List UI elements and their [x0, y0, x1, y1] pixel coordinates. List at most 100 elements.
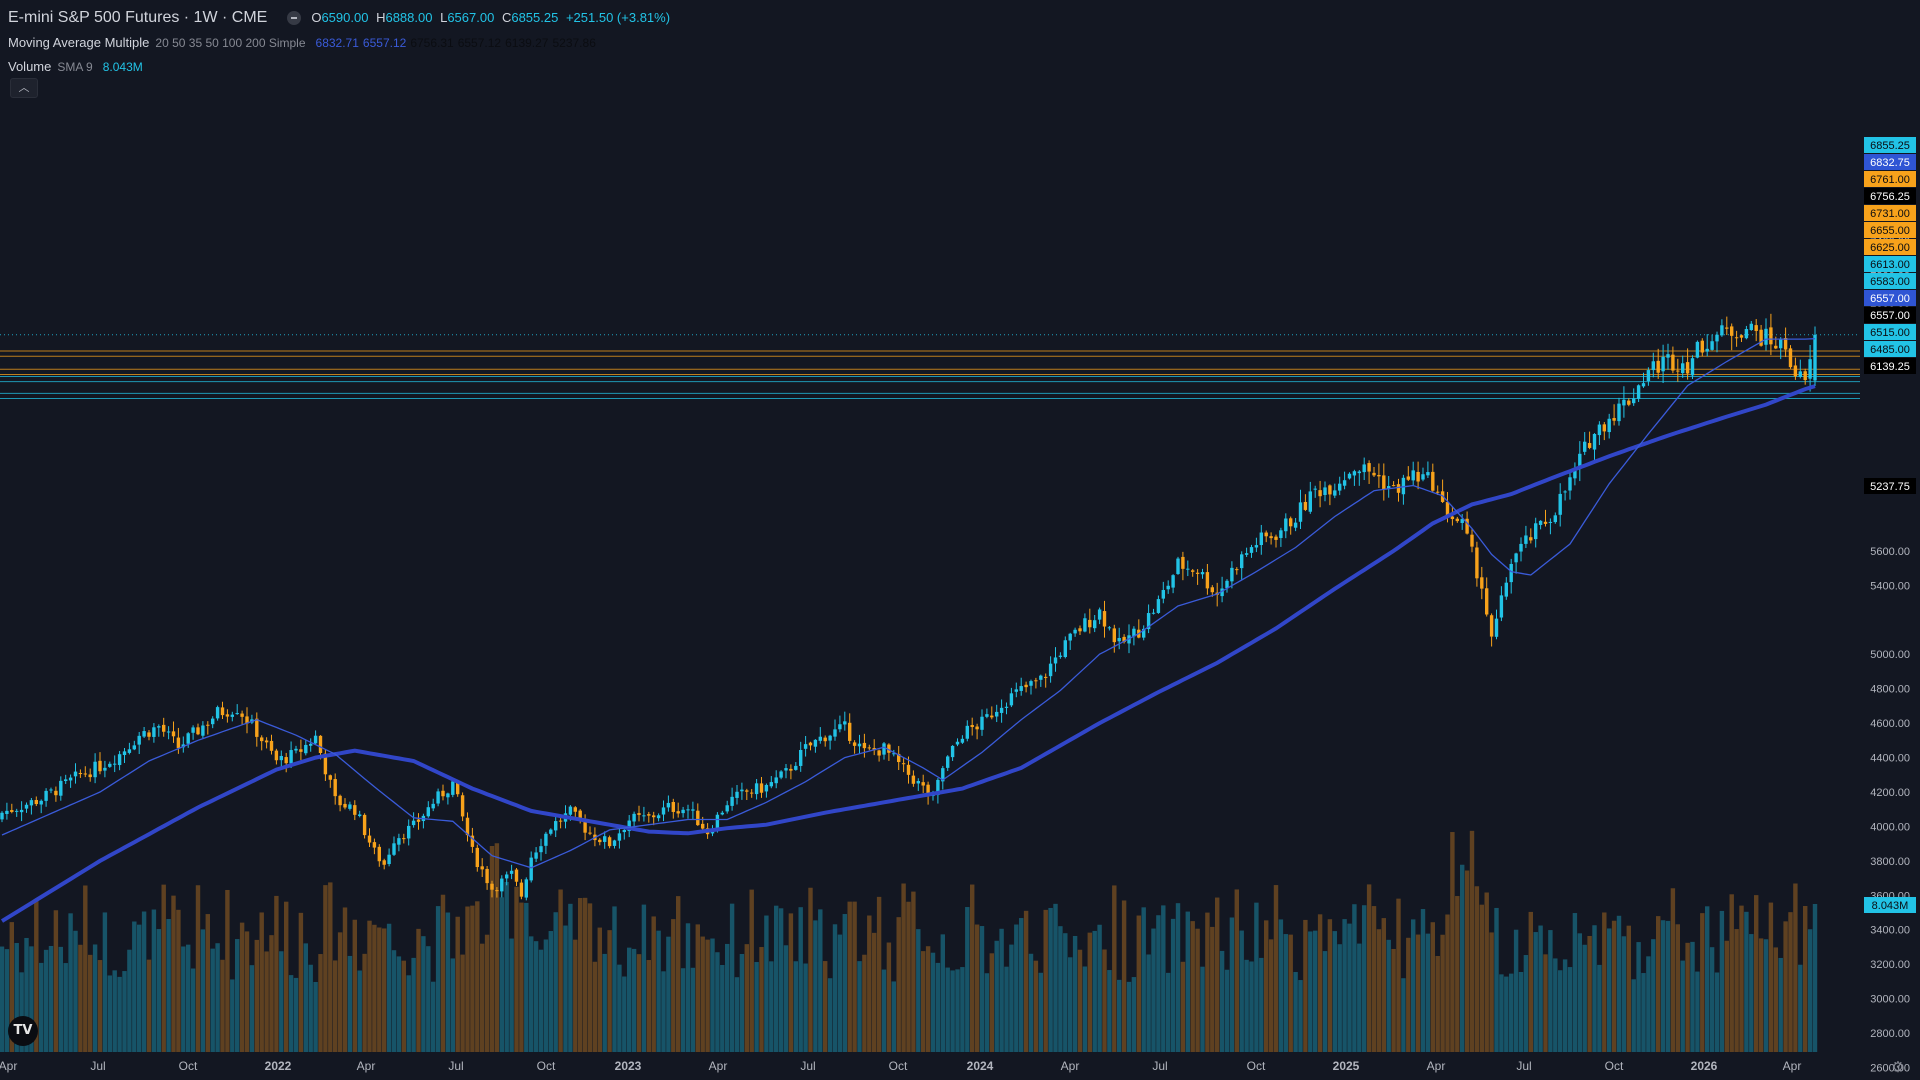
moving-averages: [0, 338, 1816, 923]
volume-bar: [1440, 934, 1445, 1052]
x-tick-label: Oct: [537, 1059, 556, 1073]
candle-body: [269, 740, 274, 751]
tradingview-logo-icon[interactable]: TV: [8, 1016, 38, 1046]
candle-body: [1563, 491, 1567, 493]
volume-indicator-name: Volume: [8, 59, 52, 74]
candle-body: [558, 820, 563, 822]
candle-body: [1710, 341, 1714, 350]
candle-body: [1548, 521, 1553, 523]
volume-bar: [1205, 912, 1210, 1052]
volume-bar: [695, 924, 700, 1052]
candle-body: [1416, 471, 1420, 482]
candle-body: [44, 790, 48, 801]
candle-body: [607, 837, 612, 847]
ohlc-high-key: H: [376, 10, 386, 25]
volume-bar: [1513, 929, 1519, 1052]
volume-bar: [930, 952, 936, 1052]
price-axis[interactable]: 7400.007200.007000.005600.005400.005000.…: [1870, 236, 1910, 1075]
volume-bar: [1141, 907, 1146, 1052]
candle-body: [215, 707, 220, 719]
candle-body: [1592, 433, 1597, 450]
candle-body: [1499, 595, 1504, 618]
volume-bar: [891, 981, 896, 1052]
x-tick-label: Oct: [179, 1059, 198, 1073]
candle-body: [652, 815, 656, 818]
chevron-up-icon[interactable]: ︿: [10, 78, 38, 98]
price-tag-label: 6761.00: [1870, 174, 1910, 186]
volume-bar: [249, 965, 255, 1052]
candle-body: [377, 846, 381, 862]
volume-bar: [1053, 903, 1058, 1052]
volume-bar: [1175, 903, 1181, 1052]
volume-bar: [181, 946, 186, 1052]
candle-body: [54, 790, 58, 796]
volume-bar: [1518, 971, 1524, 1052]
candle-body: [1759, 329, 1763, 346]
volume-bar: [808, 887, 813, 1052]
candle-body: [916, 781, 920, 784]
volume-bar: [636, 954, 642, 1052]
volume-bar: [867, 915, 872, 1052]
volume-bar: [876, 896, 882, 1052]
candle-body: [1426, 472, 1430, 476]
volume-bar: [984, 973, 990, 1052]
volume-bar: [1161, 905, 1166, 1052]
volume-bar: [342, 907, 348, 1052]
time-axis[interactable]: Apr Jul Oct 2022 Apr Jul Oct 2023 Apr Jul Oct 2024 A…: [0, 1059, 1801, 1073]
candle-body: [122, 751, 127, 756]
volume-bar: [235, 939, 240, 1052]
candle-body: [1068, 633, 1072, 641]
market-status-icon[interactable]: [287, 11, 302, 25]
candle-body: [1313, 488, 1317, 490]
candle-body: [1798, 371, 1802, 377]
candle-body: [1328, 485, 1332, 495]
ma-value-1: 6557.12: [362, 36, 407, 50]
volume-bar: [509, 938, 514, 1052]
candle-body: [343, 803, 347, 808]
candle-body: [1235, 569, 1239, 571]
candle-body: [411, 820, 416, 826]
candle-body: [1744, 329, 1749, 339]
volume-bar: [1014, 924, 1019, 1052]
ma-indicator-row[interactable]: Moving Average Multiple 20 50 35 50 100 …: [8, 30, 674, 55]
volume-bar: [729, 903, 735, 1052]
candle-body: [1534, 523, 1538, 540]
volume-indicator-row[interactable]: Volume SMA 9 8.043M: [8, 55, 674, 79]
volume-bar: [710, 938, 715, 1052]
candle-body: [1264, 532, 1268, 537]
volume-bar: [940, 934, 945, 1052]
candle-body: [524, 879, 528, 898]
candle-body: [98, 760, 102, 772]
candle-body: [191, 727, 195, 733]
volume-bar: [960, 967, 965, 1052]
candle-body: [387, 854, 391, 865]
volume-bar: [225, 889, 230, 1052]
candle-body: [970, 725, 974, 728]
volume-bar: [284, 901, 289, 1052]
candle-body: [475, 847, 479, 868]
price-tag: [1864, 222, 1916, 238]
volume-bar: [1778, 957, 1783, 1052]
candle-body: [294, 748, 298, 751]
price-tag: [1864, 341, 1916, 357]
candle-body: [299, 749, 303, 752]
volume-bar: [568, 903, 573, 1052]
candle-body: [333, 779, 337, 797]
candle-body: [1357, 471, 1361, 474]
candle-body: [1617, 403, 1621, 422]
volume-bar: [455, 916, 460, 1052]
volume-bar: [1278, 919, 1284, 1052]
volume-bar: [1567, 967, 1573, 1052]
ohlc-high-value: 6888.00: [385, 10, 433, 25]
candle-body: [1200, 572, 1205, 575]
volume-bar: [411, 957, 416, 1052]
candle-body: [485, 868, 489, 884]
volume-bar: [970, 884, 975, 1052]
ma-indicator-params: 20 50 35 50 100 200 Simple: [155, 35, 306, 50]
candle-body: [838, 724, 842, 730]
gear-icon[interactable]: ⚙: [1891, 1059, 1905, 1076]
candle-body: [779, 771, 783, 778]
symbol-title[interactable]: E-mini S&P 500 Futures · 1W · CME: [8, 9, 268, 26]
candle-body: [960, 738, 965, 743]
